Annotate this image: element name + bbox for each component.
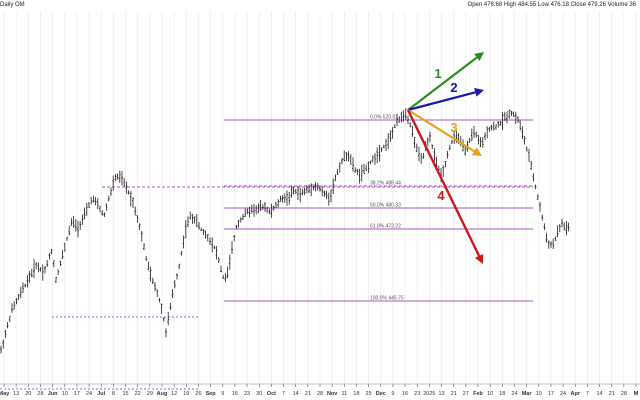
x-tick-label: 20 [25, 391, 31, 397]
arrow-4-label: 4 [437, 188, 445, 203]
x-tick-label: Oct [267, 391, 276, 397]
fib-level-label: 38.2% 488.44 [370, 181, 401, 187]
x-tick-label: 16 [402, 391, 408, 397]
x-tick-label: 28 [621, 391, 627, 397]
fib-level-label: 100.0% 445.75 [370, 296, 404, 302]
x-tick-label: Jul [97, 391, 105, 397]
x-tick-label: 14 [596, 391, 602, 397]
x-axis: May 13 20 28 Jun 10 17 24 Jul 8 15 22 29 Aug 12 19 26 Sep… [0, 383, 640, 397]
arrow-1-head [474, 52, 484, 62]
x-tick-label: M [634, 391, 639, 397]
x-tick-label: 9 [391, 391, 394, 397]
arrow-2-label: 2 [450, 80, 457, 95]
x-tick-label: 24 [86, 391, 92, 397]
arrow-2-shaft [407, 91, 476, 112]
arrow-3-head [471, 147, 482, 156]
support-lines [0, 186, 533, 390]
x-tick-label: 19 [183, 391, 189, 397]
x-tick-label: 17 [74, 391, 80, 397]
x-tick-label: Dec [376, 391, 386, 397]
fib-level-label: 0.0% 520.01 [370, 115, 398, 121]
grid-lines [3, 12, 637, 384]
x-tick-label: Sep [206, 391, 217, 397]
arrow-1-shaft [407, 56, 478, 111]
x-tick-label: 18 [499, 391, 505, 397]
x-tick-label: 21 [305, 391, 311, 397]
x-tick-label: 10 [487, 391, 493, 397]
x-tick-label: 27 [463, 391, 469, 397]
x-tick-label: 23 [244, 391, 250, 397]
arrow-3-label: 3 [450, 120, 457, 135]
projection-arrows: 12 3 4 [406, 52, 484, 264]
x-tick-label: 10 [62, 391, 68, 397]
arrow-4-head [475, 253, 484, 264]
x-tick-label: 23 [414, 391, 420, 397]
x-tick-label: 18 [353, 391, 359, 397]
x-tick-label: 24 [511, 391, 517, 397]
x-tick-label: 28 [317, 391, 323, 397]
x-tick-label: Jun [48, 391, 58, 397]
x-tick-label: 21 [451, 391, 457, 397]
arrow-1-label: 1 [434, 66, 441, 81]
fib-level-label: 50.0% 480.33 [370, 203, 401, 209]
fib-level-label: 61.8% 473.22 [370, 224, 401, 230]
x-tick-label: 2025 [423, 391, 435, 397]
x-tick-label: 28 [37, 391, 43, 397]
x-tick-label: 21 [609, 391, 615, 397]
x-tick-label: 16 [232, 391, 238, 397]
ohlc-readout: Open 476.68 High 484.55 Low 476.18 Close… [467, 2, 636, 8]
x-tick-label: 30 [256, 391, 262, 397]
x-tick-label: 7 [282, 391, 285, 397]
x-tick-label: Apr [570, 391, 580, 397]
x-tick-label: 8 [112, 391, 115, 397]
chart-period-label: Daily OM [0, 2, 25, 8]
arrow-2-head [474, 87, 484, 97]
x-tick-label: 26 [195, 391, 201, 397]
ohlc-bars [0, 108, 570, 354]
x-tick-label: 12 [171, 391, 177, 397]
x-tick-label: Nov [327, 391, 338, 397]
x-tick-label: Feb [473, 391, 483, 397]
x-tick-label: 15 [122, 391, 128, 397]
x-tick-label: 9 [221, 391, 224, 397]
x-tick-label: 13 [438, 391, 444, 397]
x-tick-label: 10 [536, 391, 542, 397]
x-tick-label: Aug [157, 391, 168, 397]
x-tick-label: 11 [341, 391, 347, 397]
arrow-4-shaft [406, 109, 481, 257]
x-tick-label: 24 [560, 391, 566, 397]
x-tick-label: 22 [135, 391, 141, 397]
x-tick-label: 7 [586, 391, 589, 397]
x-tick-label: May [0, 391, 10, 397]
x-tick-label: 14 [293, 391, 299, 397]
x-tick-label: 29 [147, 391, 153, 397]
arrow-3-shaft [407, 109, 475, 153]
x-tick-label: 25 [366, 391, 372, 397]
fib-retracement: 0.0% 520.01 38.2% 488.44 50.0% 480.33 61.8%… [224, 115, 533, 302]
x-tick-label: 13 [13, 391, 19, 397]
x-tick-label: Mar [522, 391, 533, 397]
x-tick-label: 17 [548, 391, 554, 397]
